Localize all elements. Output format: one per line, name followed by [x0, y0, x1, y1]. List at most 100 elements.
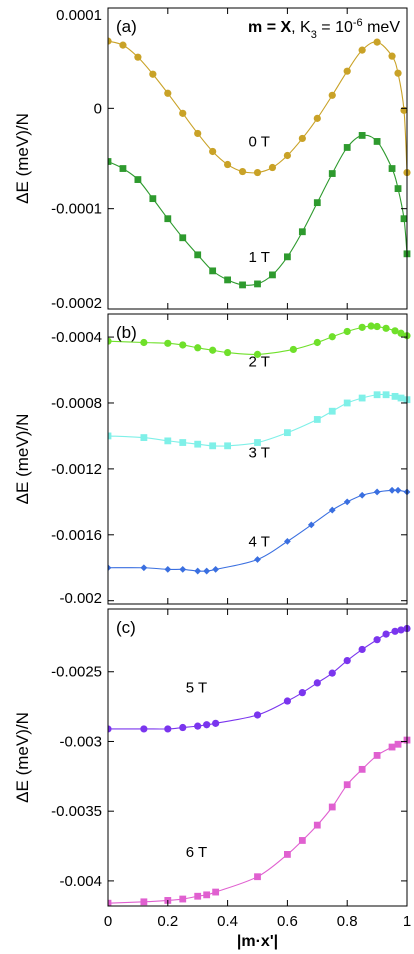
y-tick-label: -0.0002: [51, 295, 102, 312]
data-point: [313, 679, 321, 687]
data-point: [298, 134, 306, 143]
data-point: [343, 498, 351, 506]
data-point: [394, 185, 402, 192]
data-point: [373, 488, 381, 496]
panel-b: 2 T 3 T 4 T -0.0004 -0.0008 -0.0012 -0.0016 -0.…: [13, 313, 411, 607]
data-point: [254, 556, 261, 563]
data-point: [108, 158, 112, 165]
panel-a: 0 T 1 T 0.0001 0 -0.0001 -0.0002 (a) ΔE (meV)/N…: [13, 7, 411, 312]
data-point: [203, 721, 211, 729]
data-point: [140, 725, 148, 733]
data-point: [194, 567, 202, 575]
y-tick-label: -0.0035: [51, 803, 102, 820]
data-point: [134, 176, 142, 183]
data-point: [373, 636, 381, 644]
data-point: [224, 276, 231, 284]
plot-frame: [107, 313, 408, 605]
data-point: [179, 565, 187, 573]
data-point: [373, 38, 381, 46]
data-point: [328, 803, 336, 811]
data-point: [397, 626, 405, 634]
data-point: [224, 442, 231, 450]
data-point: [164, 725, 172, 733]
data-point: [298, 689, 306, 697]
data-point: [343, 144, 351, 151]
y-tick-label: -0.0004: [51, 329, 102, 346]
data-point: [194, 722, 202, 730]
y-tick-label: -0.0008: [51, 395, 102, 412]
data-point: [313, 821, 321, 829]
data-point: [108, 37, 112, 45]
data-point: [108, 564, 112, 572]
x-tick-label: 0: [104, 913, 112, 930]
series-6t: [108, 736, 411, 906]
data-point: [388, 743, 396, 751]
data-point: [254, 280, 261, 288]
data-point: [382, 391, 390, 399]
data-point: [283, 697, 291, 705]
data-point: [164, 565, 172, 573]
data-point: [209, 346, 217, 354]
y-tick-label: -0.003: [59, 733, 102, 750]
plot-frame: [107, 608, 408, 907]
data-point: [313, 114, 321, 122]
data-point: [140, 434, 148, 441]
annotation-part: m = X: [248, 19, 291, 36]
data-point: [203, 567, 211, 575]
data-point: [268, 163, 277, 172]
y-tick-label: -0.004: [59, 873, 102, 890]
data-point: [394, 486, 402, 494]
panel-label: (b): [116, 323, 137, 342]
data-point: [283, 151, 291, 160]
data-point: [212, 565, 220, 573]
data-point: [253, 168, 262, 177]
data-point: [400, 215, 408, 223]
data-point: [284, 253, 291, 261]
data-point: [391, 627, 399, 635]
annotation-part: -6: [353, 17, 363, 29]
series-label: 0 T: [249, 133, 270, 150]
data-point: [358, 132, 366, 139]
data-point: [179, 234, 187, 242]
data-point: [328, 669, 336, 677]
y-tick-label: -0.0012: [51, 461, 102, 478]
data-point: [343, 656, 351, 665]
data-point: [358, 491, 366, 499]
data-point: [343, 781, 351, 789]
data-point: [140, 564, 148, 572]
data-point: [238, 167, 247, 176]
y-tick-label: -0.002: [59, 590, 102, 607]
data-point: [194, 129, 202, 138]
data-point: [149, 70, 157, 78]
panel-annotation: m = X, K3 = 10-6 meV: [248, 17, 400, 41]
data-point: [328, 91, 336, 99]
x-tick-label: 0.2: [157, 913, 178, 930]
series-line: [108, 40, 408, 174]
data-point: [179, 341, 187, 349]
data-point: [284, 851, 291, 858]
data-point: [313, 416, 321, 423]
data-point: [367, 322, 375, 330]
data-point: [373, 138, 381, 145]
series-label: 5 T: [186, 680, 207, 697]
y-axis-label: ΔE (meV)/N: [13, 712, 32, 803]
x-tick-label: 0.6: [277, 913, 298, 930]
data-point: [108, 432, 112, 440]
data-point: [164, 215, 172, 223]
data-point: [179, 723, 187, 732]
data-point: [140, 898, 148, 906]
x-tick-label: 0.4: [217, 913, 238, 930]
data-point: [284, 537, 291, 545]
y-axis-label: ΔE (meV)/N: [13, 414, 32, 505]
series-4t: [108, 486, 411, 575]
data-point: [382, 324, 390, 332]
data-point: [328, 170, 336, 177]
data-point: [212, 888, 220, 896]
data-point: [289, 345, 297, 354]
data-point: [298, 837, 306, 844]
data-point: [328, 506, 336, 514]
data-point: [391, 392, 399, 400]
y-tick-label: -0.0025: [51, 664, 102, 681]
y-tick-label: 0: [94, 100, 102, 117]
